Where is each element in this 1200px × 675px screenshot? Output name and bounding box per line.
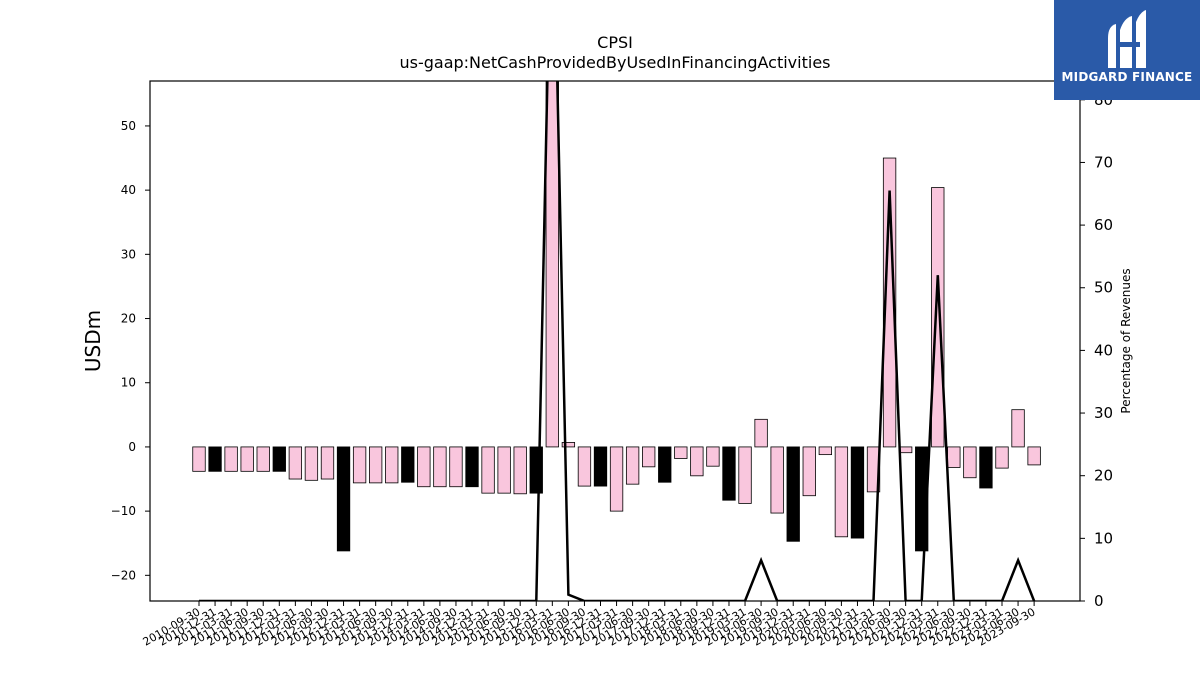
bar-2012-06-30 [304,446,319,481]
bar-2016-03-31 [545,81,559,448]
y-tick-label: −10 [111,504,136,518]
bar-2017-06-30 [625,446,640,485]
bar-2020-03-31 [802,446,816,497]
bar-2012-09-30 [320,446,335,480]
y-tick-label: 10 [121,376,136,390]
midgard-logo-icon [1108,10,1146,68]
bar-2014-12-31 [465,446,479,488]
bar-2018-06-30 [690,446,704,477]
y-tick-label: 30 [121,247,136,261]
bar-2016-09-30 [577,446,592,487]
bar-2022-03-31 [931,187,945,448]
bar-2012-03-31 [288,446,303,480]
y2-tick-label: 10 [1094,529,1113,547]
bar-2019-03-31 [738,446,752,504]
y-tick-label: 20 [121,312,136,326]
chart-title: CPSI [597,33,633,52]
bar-2023-06-30 [1011,409,1025,448]
y-axis-label: USDm [81,310,105,372]
chart-subtitle: us-gaap:NetCashProvidedByUsedInFinancing… [399,53,830,72]
bar-2011-12-31 [272,446,286,472]
y-tick-label: 40 [121,183,136,197]
bar-2016-06-30 [561,442,576,448]
y-tick-label: 50 [121,119,136,133]
midgard-finance-logo: MIDGARD FINANCE [1054,0,1200,100]
bar-2015-09-30 [513,446,527,495]
bar-2018-09-30 [706,446,720,467]
y2-tick-label: 40 [1094,341,1113,359]
bar-2013-03-31 [352,446,367,484]
y2-tick-label: 60 [1094,216,1113,234]
bar-2019-06-30 [754,418,768,448]
bar-2020-12-31 [850,446,865,539]
bar-2014-03-31 [417,446,431,488]
bar-2010-12-31 [208,446,222,472]
bar-2021-06-30 [882,157,897,448]
bar-2013-06-30 [369,446,383,484]
bar-2011-06-30 [240,446,254,472]
bar-2022-06-30 [947,446,961,468]
bar-2017-12-31 [658,446,672,483]
bar-2020-09-30 [834,446,849,538]
bar-2013-12-31 [401,446,415,483]
bar-2019-12-31 [786,446,800,542]
bar-2015-03-31 [481,446,495,494]
y2-tick-label: 20 [1094,467,1113,485]
bar-2017-09-30 [642,446,656,468]
bar-2011-03-31 [224,446,238,472]
bar-2021-09-30 [898,446,913,454]
bar-2014-06-30 [433,446,447,488]
bar-2023-09-30 [1027,446,1041,466]
bar-2015-06-30 [497,446,511,494]
line-percentage-of-revenues [199,81,1036,601]
y2-tick-label: 70 [1094,153,1113,171]
bar-2022-12-31 [979,446,993,489]
bar-2017-03-31 [609,446,624,512]
y-tick-label: 0 [128,440,136,454]
bar-2020-06-30 [818,446,832,456]
bar-2023-03-31 [995,446,1009,469]
bar-2018-12-31 [722,446,736,501]
logo-text: MIDGARD FINANCE [1061,70,1193,84]
y2-axis-label: Percentage of Revenues [1119,268,1133,413]
bar-2016-12-31 [593,446,608,487]
y2-tick-label: 50 [1094,279,1113,297]
bar-2011-09-30 [256,446,270,472]
y-tick-label: −20 [111,568,136,582]
bar-2018-03-31 [674,446,688,459]
bar-2012-12-31 [336,446,351,552]
bar-2013-09-30 [385,446,399,484]
bar-2019-09-30 [770,446,784,514]
y2-tick-label: 30 [1094,404,1113,422]
bar-2010-09-30 [192,446,206,472]
y2-tick-label: 0 [1094,592,1104,610]
bar-2014-09-30 [449,446,463,488]
bar-2022-09-30 [963,446,977,479]
plot-frame [149,80,1081,602]
